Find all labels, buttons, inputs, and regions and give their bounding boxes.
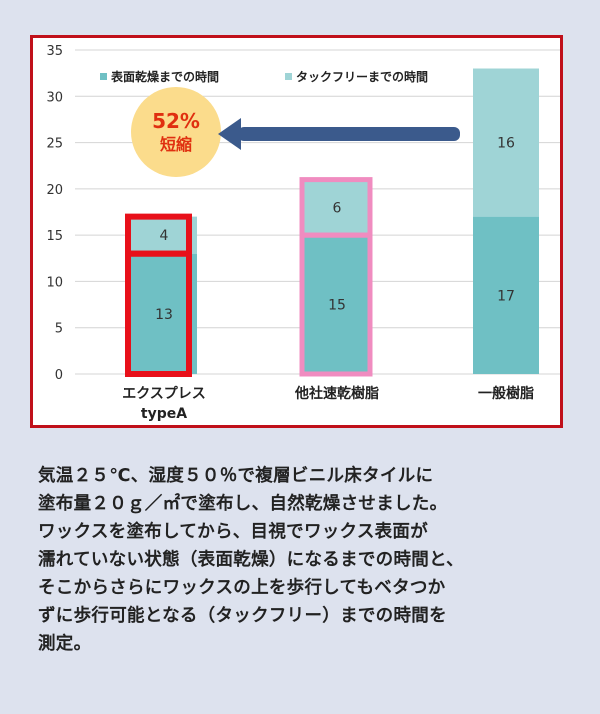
highlight-surface-dry	[125, 250, 192, 378]
reduction-annotation: 52% 短縮	[131, 87, 460, 177]
legend-label-tack-free: タックフリーまでの時間	[296, 69, 428, 84]
data-label: 6	[333, 200, 342, 216]
y-tick-label: 20	[46, 183, 63, 198]
bar-highlights	[125, 177, 373, 378]
legend: 表面乾燥までの時間 タックフリーまでの時間	[100, 69, 428, 84]
bar-segment	[304, 235, 370, 374]
highlight-surface-dry	[299, 232, 373, 377]
bar-segment	[473, 216, 539, 374]
arrow-head-icon	[218, 118, 241, 150]
data-label: 4	[160, 228, 169, 244]
reduction-percent: 52%	[152, 109, 200, 133]
legend-swatch-surface-dry	[100, 73, 107, 80]
data-label: 17	[497, 288, 515, 304]
y-tick-label: 15	[46, 229, 63, 244]
bar-segment	[473, 68, 539, 217]
reduction-badge	[131, 87, 221, 177]
bar-segment	[304, 179, 370, 236]
stacked-bar-chart: 0 5 10 15 20 25 30 35 13 4 エクスプレス typeA 15 6 他社速乾樹脂 17 1…	[46, 44, 560, 422]
description-line: 気温２５℃、湿度５０％で複層ビニル床タイルに	[38, 466, 434, 486]
legend-swatch-tack-free	[285, 73, 292, 80]
description-line: ずに歩行可能となる（タックフリー）までの時間を	[38, 606, 447, 626]
y-tick-label: 35	[46, 44, 63, 59]
chart-frame: 0 5 10 15 20 25 30 35 13 4 エクスプレス typeA 15 6 他社速乾樹脂 17 1…	[30, 35, 563, 428]
y-tick-label: 0	[55, 368, 63, 383]
description-line: 塗布量２０ｇ／㎡で塗布し、自然乾燥させました。	[38, 494, 448, 514]
data-label: 16	[497, 136, 515, 152]
description-line: 濡れていない状態（表面乾燥）になるまでの時間と、	[38, 550, 464, 570]
data-label: 15	[328, 298, 346, 314]
description-line: 測定。	[38, 634, 92, 654]
category-label: 他社速乾樹脂	[294, 385, 379, 402]
category-label: エクスプレス	[122, 386, 206, 402]
reduction-label: 短縮	[160, 135, 192, 154]
description-text: 気温２５℃、湿度５０％で複層ビニル床タイルに 塗布量２０ｇ／㎡で塗布し、自然乾燥…	[38, 462, 578, 658]
arrow-shaft	[238, 127, 460, 141]
description-line: ワックスを塗布してから、目視でワックス表面が	[38, 522, 429, 542]
labels: 0 5 10 15 20 25 30 35 13 4 エクスプレス typeA 15 6 他社速乾樹脂 17 1…	[46, 44, 534, 422]
y-tick-label: 5	[55, 322, 63, 337]
legend-label-surface-dry: 表面乾燥までの時間	[110, 69, 219, 84]
category-label: 一般樹脂	[478, 385, 534, 402]
y-tick-label: 25	[46, 137, 63, 152]
y-tick-label: 10	[46, 275, 63, 290]
description-line: そこからさらにワックスの上を歩行してもベタつか	[38, 578, 446, 598]
y-tick-label: 30	[46, 90, 63, 105]
category-label: typeA	[141, 406, 187, 422]
data-label: 13	[155, 307, 173, 323]
